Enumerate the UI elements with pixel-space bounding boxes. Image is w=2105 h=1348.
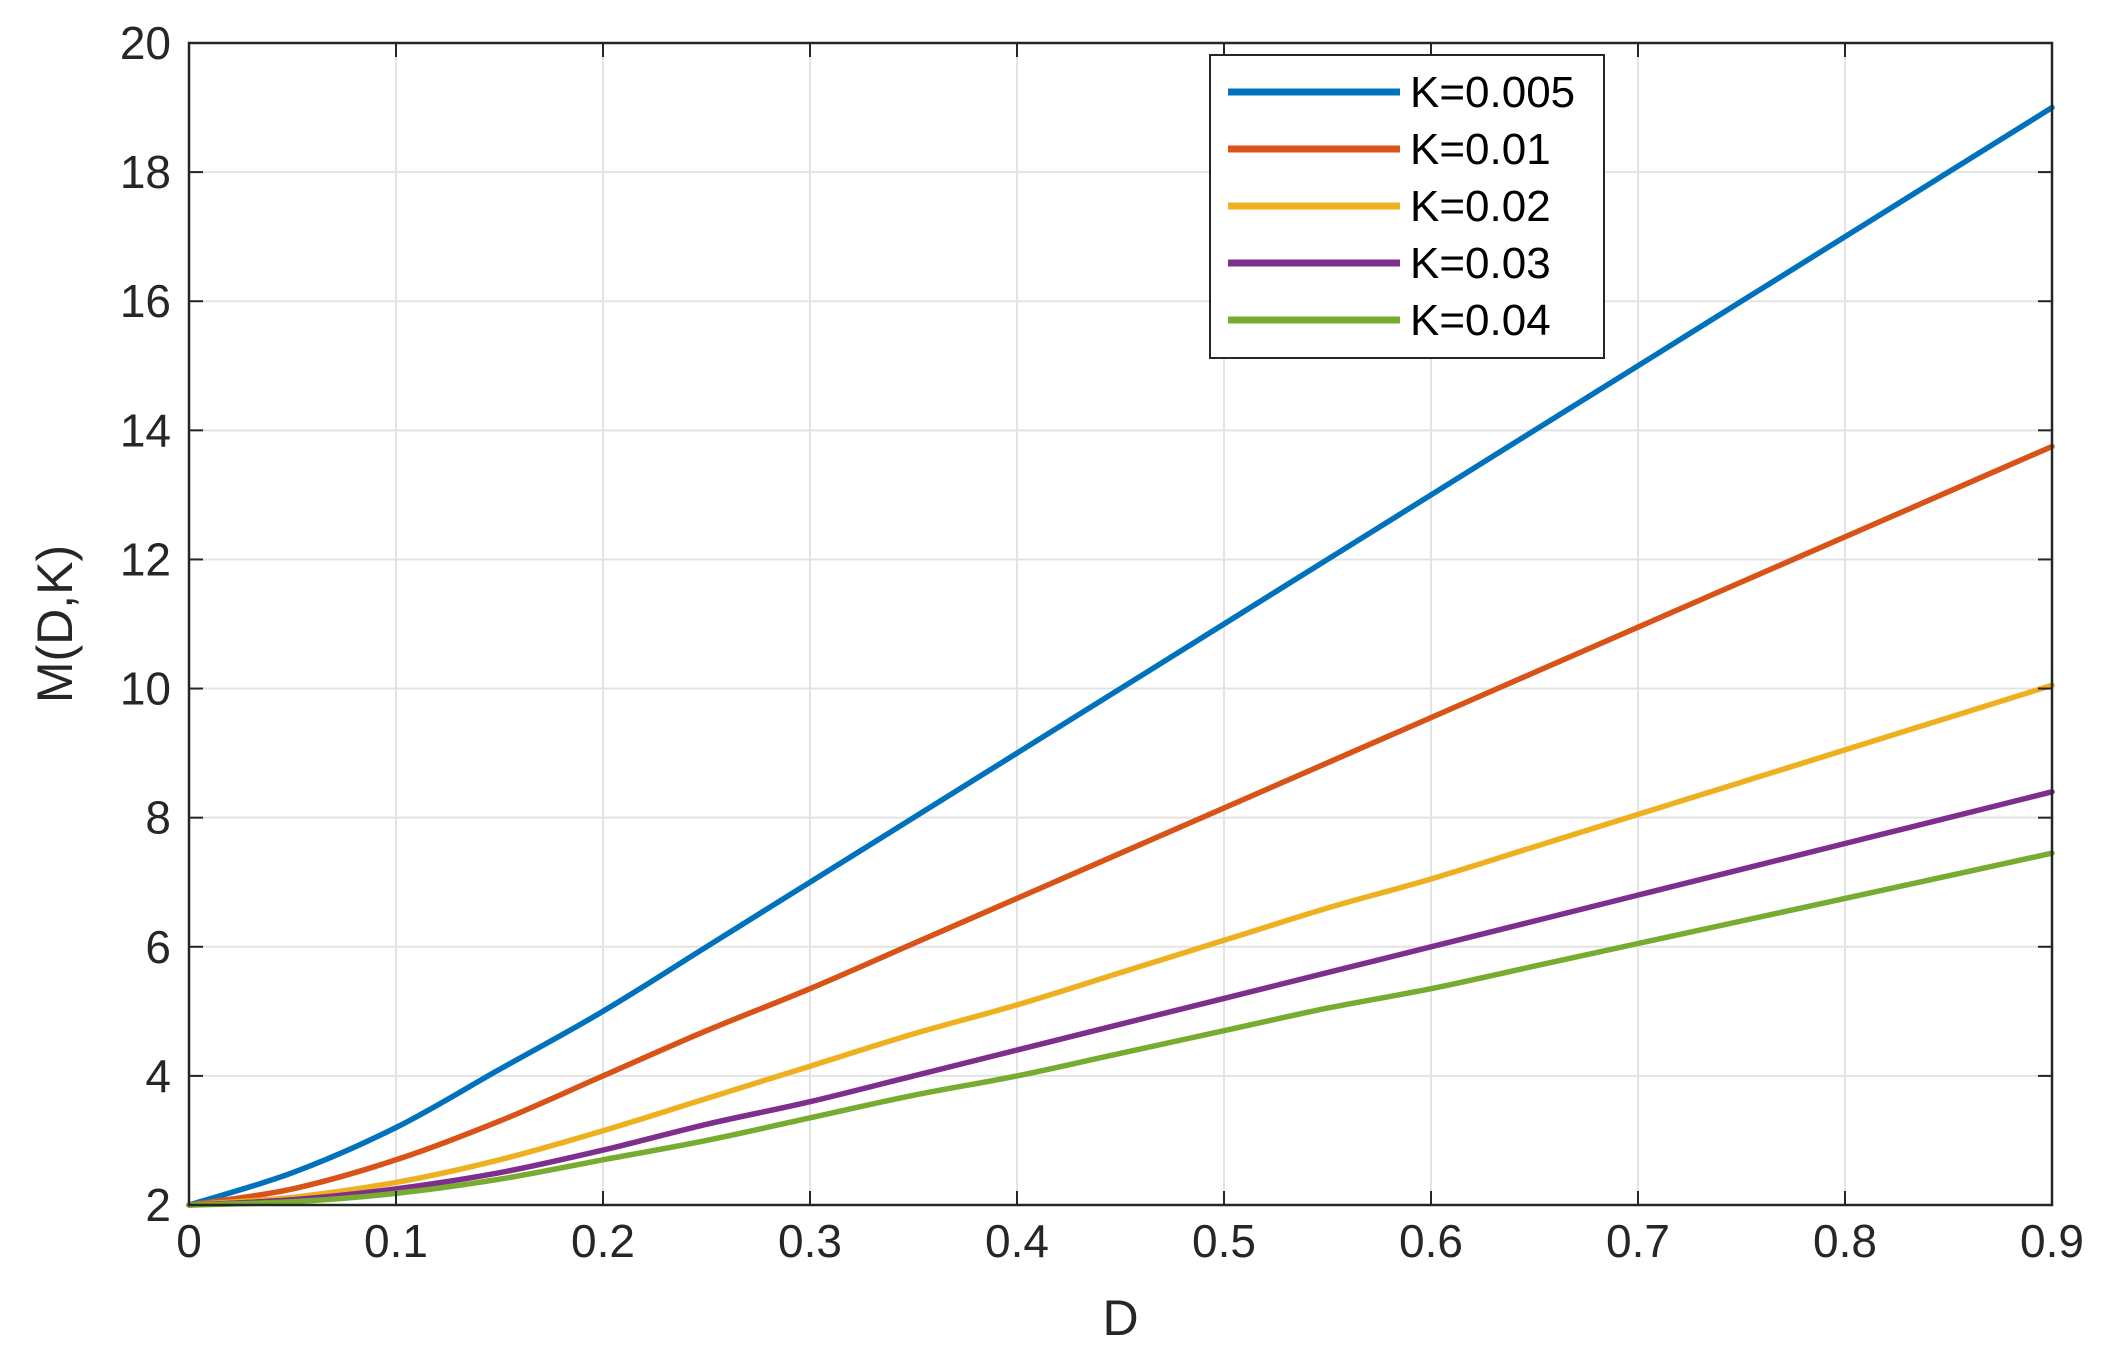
x-tick-labels: 0 0.1 0.2 0.3 0.4 0.5 0.6 0.7 0.8 0.9: [176, 1215, 2084, 1267]
x-tick-label: 0.4: [985, 1215, 1049, 1267]
legend-label: K=0.03: [1410, 239, 1551, 288]
y-axis-label: M(D,K): [27, 545, 83, 703]
legend-label: K=0.01: [1410, 125, 1551, 174]
legend-label: K=0.04: [1410, 296, 1551, 345]
x-axis-label: D: [1102, 1290, 1138, 1346]
x-tick-label: 0.2: [571, 1215, 635, 1267]
x-tick-label: 0.3: [778, 1215, 842, 1267]
series-line-1: [186, 104, 2055, 1208]
x-tick-label: 0.1: [364, 1215, 428, 1267]
y-tick-label: 2: [145, 1179, 171, 1231]
y-tick-label: 8: [145, 792, 171, 844]
legend-label: K=0.02: [1410, 182, 1551, 231]
y-tick-label: 18: [120, 146, 171, 198]
y-tick-labels: 2 4 6 8 10 12 14 16 18 20: [120, 17, 171, 1231]
series-line-2: [186, 443, 2055, 1208]
y-tick-label: 16: [120, 275, 171, 327]
x-tick-label: 0.7: [1606, 1215, 1670, 1267]
series-layer: [186, 104, 2055, 1208]
x-tick-label: 0.5: [1192, 1215, 1256, 1267]
x-tick-label: 0.6: [1399, 1215, 1463, 1267]
series-line-5: [186, 850, 2055, 1208]
y-tick-label: 4: [145, 1050, 171, 1102]
y-tick-label: 20: [120, 17, 171, 69]
series-line-4: [186, 789, 2055, 1208]
plot-frame: [187, 41, 2054, 1207]
series-line-3: [186, 682, 2055, 1208]
legend: K=0.005 K=0.01 K=0.02 K=0.03 K=0.04: [1209, 54, 1605, 359]
tick-marks: [188, 42, 2053, 1206]
y-tick-label: 12: [120, 533, 171, 585]
y-tick-label: 14: [120, 404, 171, 456]
legend-label: K=0.005: [1410, 68, 1575, 117]
x-tick-label: 0: [176, 1215, 202, 1267]
x-tick-label: 0.9: [2020, 1215, 2084, 1267]
plot-area: [189, 43, 2052, 1205]
y-tick-label: 6: [145, 921, 171, 973]
y-tick-label: 10: [120, 663, 171, 715]
x-tick-label: 0.8: [1813, 1215, 1877, 1267]
